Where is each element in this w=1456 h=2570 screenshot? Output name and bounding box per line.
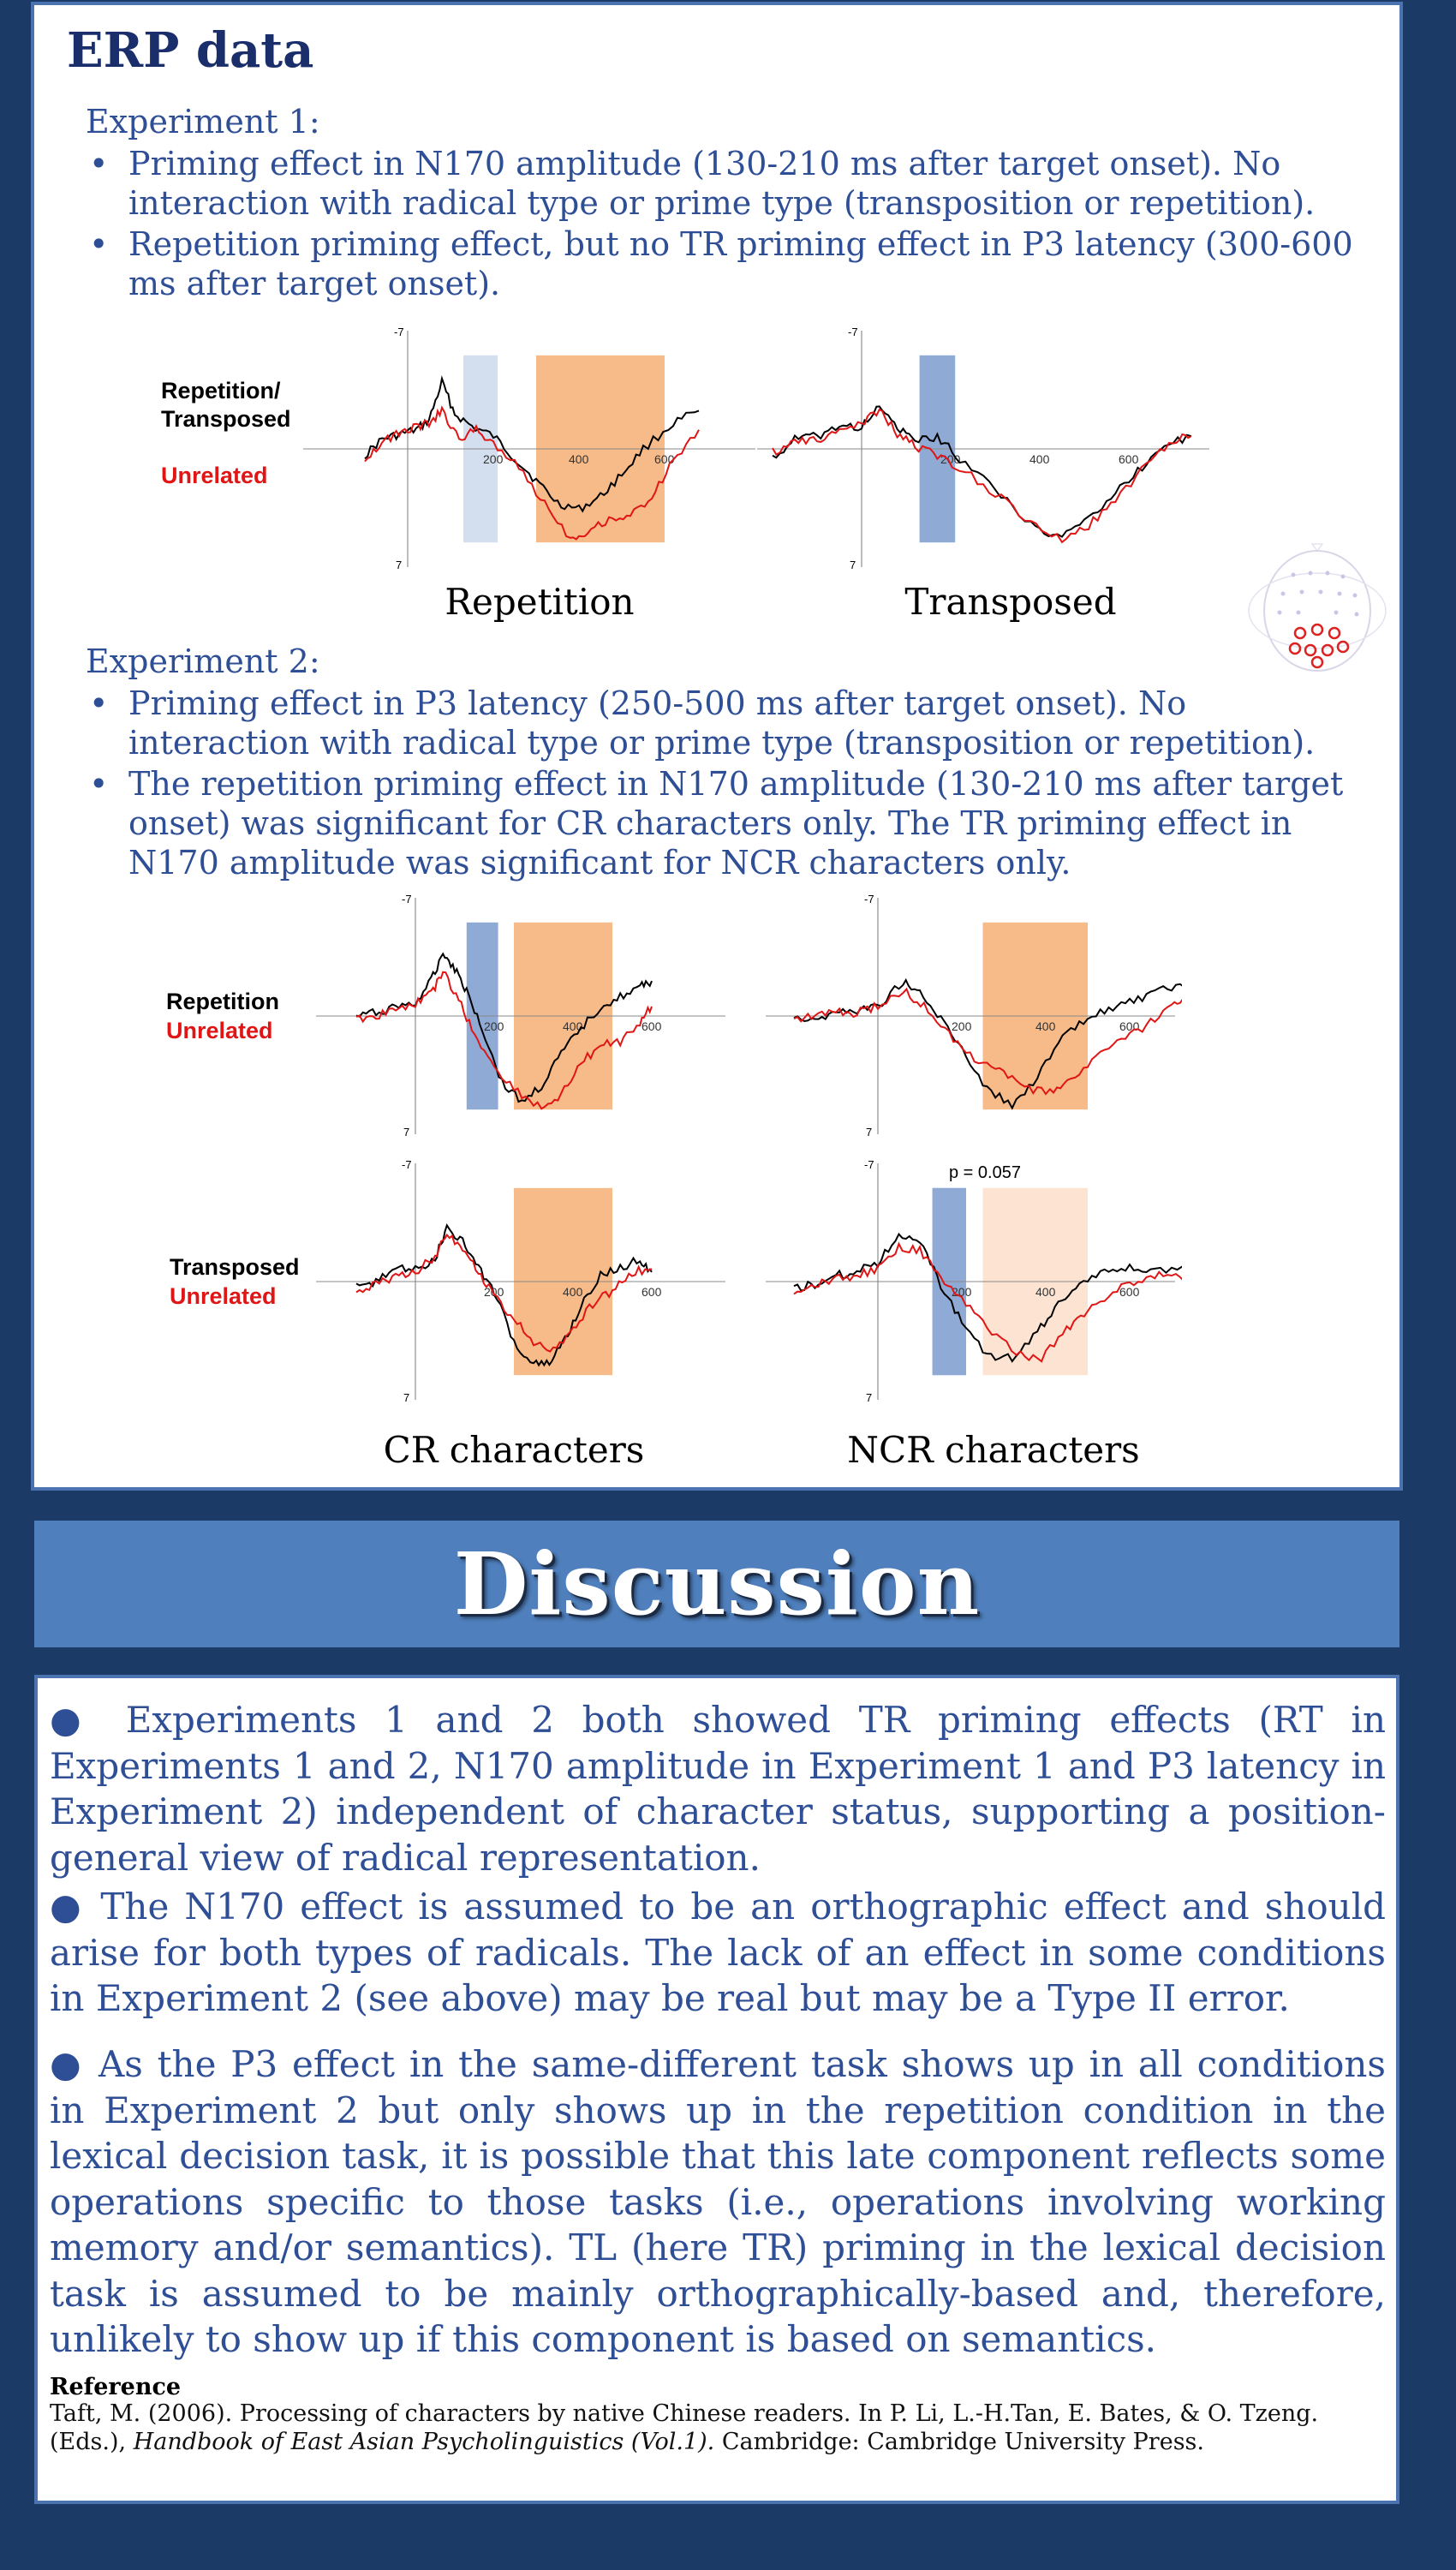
discussion-point-1: ● Experiments 1 and 2 both showed TR pri… [50,1699,1386,1879]
y-tick-bottom: 7 [866,1391,872,1404]
primed-waveform [793,977,1182,1110]
x-tick-600: 600 [641,1285,662,1299]
electrode-head-icon [1248,543,1387,672]
reference-text: Taft, M. (2006). Processing of character… [50,2400,1319,2455]
y-tick-bottom: 7 [850,559,856,571]
y-tick-bottom: 7 [403,1126,409,1139]
y-tick-top: -7 [402,893,412,905]
x-tick-200: 200 [483,452,504,466]
erp-plot-exp1-repetition: -7 7 200 400 600 [303,326,755,571]
primed-waveform [364,375,700,513]
caption-repetition: Repetition [445,581,635,623]
caption-ncr-characters: NCR characters [847,1429,1140,1471]
y-tick-top: -7 [848,326,858,338]
x-tick-600: 600 [654,452,675,466]
x-tick-400: 400 [569,452,589,466]
caption-cr-characters: CR characters [383,1429,645,1471]
erp-plot-cr-repetition: -7 7 200 400 600 [316,893,725,1139]
y-tick-top: -7 [864,893,874,905]
erp-plot-exp1-transposed: -7 7 200 400 600 [757,326,1209,571]
exp1-bullet-1: Priming effect in N170 amplitude (130-21… [86,144,1370,223]
p-value-label: p = 0.057 [949,1163,1021,1182]
unrelated-waveform [355,1233,653,1353]
erp-heading: ERP data [67,22,314,79]
exp2-bullet-1: Priming effect in P3 latency (250-500 ms… [86,684,1370,762]
exp1-bullet-2: Repetition priming effect, but no TR pri… [86,224,1370,303]
x-tick-400: 400 [563,1285,583,1299]
experiment-2-title: Experiment 2: [86,642,320,680]
primed-waveform [772,405,1192,538]
unrelated-waveform [793,987,1182,1096]
x-tick-200: 200 [940,452,961,466]
unrelated-waveform [793,1241,1182,1363]
x-tick-600: 600 [1119,1285,1140,1299]
x-tick-400: 400 [1029,452,1050,466]
exp2-bullet-2: The repetition priming effect in N170 am… [86,764,1370,882]
y-tick-bottom: 7 [396,559,402,571]
primed-waveform [793,1232,1182,1363]
exp2-row2-legend-unrelated: Unrelated [170,1283,277,1309]
x-tick-400: 400 [563,1019,583,1033]
x-tick-600: 600 [1119,1019,1140,1033]
exp1-legend-primed: Repetition/ Transposed [161,378,291,432]
discussion-panel: ● Experiments 1 and 2 both showed TR pri… [34,1675,1399,2504]
y-tick-top: -7 [402,1158,412,1171]
exp2-row2-legend-primed: Transposed [170,1254,300,1280]
erp-data-panel: ERP data Experiment 1: Priming effect in… [31,2,1403,1491]
exp2-row1-legend-unrelated: Unrelated [166,1018,273,1043]
unrelated-waveform [364,405,700,541]
reference-heading: Reference [50,2374,182,2400]
x-tick-600: 600 [641,1019,662,1033]
x-tick-600: 600 [1119,452,1139,466]
y-tick-top: -7 [864,1158,874,1171]
exp1-legend-unrelated: Unrelated [161,463,268,488]
x-tick-400: 400 [1035,1019,1056,1033]
discussion-point-2: ● The N170 effect is assumed to be an or… [50,1886,1387,2019]
erp-plot-ncr-repetition: -7 7 200 400 600 [766,893,1182,1139]
x-tick-200: 200 [952,1019,972,1033]
y-tick-bottom: 7 [403,1391,409,1404]
y-tick-top: -7 [394,326,404,338]
reference-book-title: Handbook of East Asian Psycholinguistics… [133,2429,715,2455]
experiment-1-bullets: Priming effect in N170 amplitude (130-21… [86,144,1370,305]
x-tick-200: 200 [484,1019,504,1033]
experiment-2-bullets: Priming effect in P3 latency (250-500 ms… [86,684,1370,884]
discussion-point-3: ● As the P3 effect in the same-different… [50,2043,1386,2360]
x-tick-400: 400 [1035,1285,1056,1299]
exp2-row1-legend-primed: Repetition [166,989,279,1014]
y-tick-bottom: 7 [866,1126,872,1139]
unrelated-waveform [355,971,653,1110]
discussion-title: Discussion [453,1533,981,1635]
caption-transposed: Transposed [904,581,1117,623]
discussion-banner: Discussion [34,1521,1399,1647]
unrelated-waveform [772,408,1192,544]
experiment-1-title: Experiment 1: [86,103,320,140]
